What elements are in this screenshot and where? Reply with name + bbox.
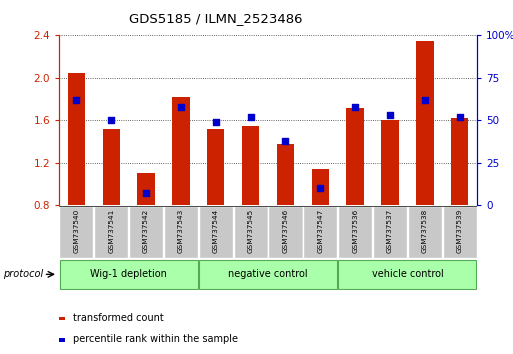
Point [281,138,289,144]
Bar [346,108,364,205]
Point [177,104,185,110]
Bar [451,118,468,205]
Text: GSM737546: GSM737546 [283,209,288,253]
Bar [381,120,399,205]
Point [107,118,115,123]
FancyBboxPatch shape [339,260,477,289]
Text: GSM737537: GSM737537 [387,209,393,253]
Bar [277,144,294,205]
Text: Wig-1 depletion: Wig-1 depletion [90,269,167,279]
Text: GSM737538: GSM737538 [422,209,428,253]
Text: GSM737543: GSM737543 [178,209,184,253]
Text: GSM737536: GSM737536 [352,209,358,253]
Point [212,119,220,125]
Text: vehicle control: vehicle control [371,269,443,279]
Bar [242,126,260,205]
Point [351,104,359,110]
Bar [416,41,433,205]
Bar [103,129,120,205]
FancyBboxPatch shape [338,206,372,258]
Text: transformed count: transformed count [73,313,164,323]
Bar [137,173,155,205]
Bar [207,129,225,205]
FancyBboxPatch shape [164,206,198,258]
Point [386,113,394,118]
FancyBboxPatch shape [60,260,198,289]
Point [421,97,429,103]
Point [72,97,81,103]
Bar [172,97,190,205]
FancyBboxPatch shape [199,206,233,258]
FancyBboxPatch shape [373,206,407,258]
FancyBboxPatch shape [303,206,338,258]
FancyBboxPatch shape [129,206,163,258]
Text: GSM737542: GSM737542 [143,209,149,253]
Bar [311,169,329,205]
Text: GSM737545: GSM737545 [248,209,253,253]
FancyBboxPatch shape [60,206,93,258]
Text: GSM737540: GSM737540 [73,209,80,253]
Text: GSM737539: GSM737539 [457,209,463,253]
Bar [68,73,85,205]
Point [316,185,324,191]
Point [247,114,255,120]
FancyBboxPatch shape [233,206,268,258]
Text: protocol: protocol [3,269,43,279]
FancyBboxPatch shape [408,206,442,258]
Text: GSM737541: GSM737541 [108,209,114,253]
FancyBboxPatch shape [199,260,337,289]
Point [142,190,150,196]
Point [456,114,464,120]
Text: percentile rank within the sample: percentile rank within the sample [73,334,238,344]
Text: GSM737547: GSM737547 [318,209,323,253]
Text: GDS5185 / ILMN_2523486: GDS5185 / ILMN_2523486 [129,12,302,25]
Text: negative control: negative control [228,269,308,279]
FancyBboxPatch shape [94,206,128,258]
FancyBboxPatch shape [268,206,303,258]
FancyBboxPatch shape [443,206,477,258]
Text: GSM737544: GSM737544 [213,209,219,253]
